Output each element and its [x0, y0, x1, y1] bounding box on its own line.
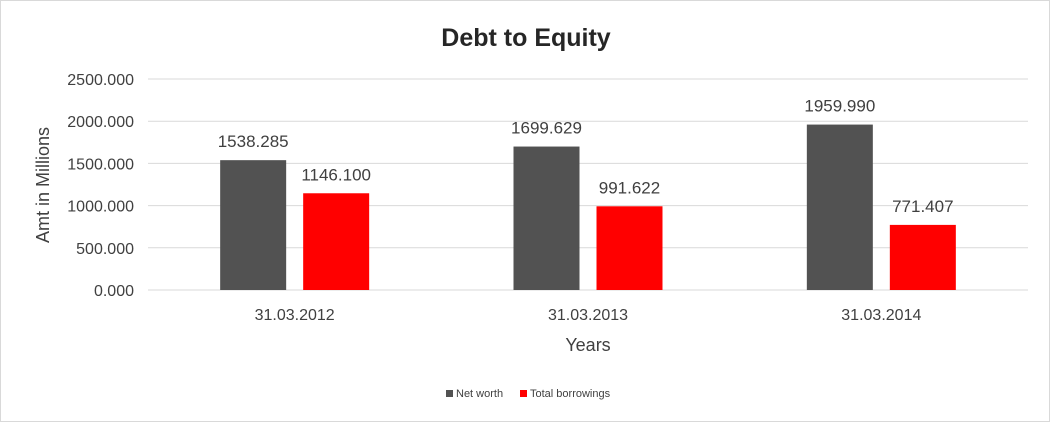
y-tick-label: 2000.000	[67, 114, 134, 131]
data-label: 991.622	[599, 178, 660, 197]
y-tick-label: 500.000	[76, 241, 134, 258]
gridlines	[148, 78, 1028, 291]
x-tick-label: 31.03.2013	[548, 307, 628, 324]
x-axis-label: Years	[565, 335, 610, 355]
legend-label: Net worth	[456, 388, 503, 400]
y-tick-label: 1500.000	[67, 156, 134, 173]
legend-label: Total borrowings	[530, 388, 611, 400]
bar-net-worth	[806, 124, 873, 290]
bar-total-borrowings	[596, 206, 663, 290]
bars	[220, 124, 956, 290]
data-label: 1959.990	[804, 97, 875, 116]
legend-swatch	[520, 390, 527, 397]
x-tick-label: 31.03.2014	[841, 307, 921, 324]
bar-total-borrowings	[889, 224, 956, 290]
y-tick-label: 2500.000	[67, 72, 134, 89]
chart-title: Debt to Equity	[441, 24, 611, 52]
bar-total-borrowings	[303, 193, 370, 290]
data-label: 1699.629	[511, 119, 582, 138]
y-axis-label: Amt in Millions	[33, 127, 53, 243]
y-axis-ticks: 0.000 500.000 1000.000 1500.000 2000.000 2500…	[67, 72, 134, 300]
data-label: 1538.285	[218, 132, 289, 151]
data-label: 771.407	[892, 197, 953, 216]
bar-net-worth	[513, 146, 580, 290]
bar-net-worth	[220, 160, 287, 290]
y-tick-label: 0.000	[94, 283, 134, 300]
legend-swatch	[446, 390, 453, 397]
legend: Net worth Total borrowings	[446, 388, 611, 400]
y-tick-label: 1000.000	[67, 199, 134, 216]
data-labels: 1538.285 1146.100 1699.629 991.622 1959.990 7…	[218, 97, 954, 216]
x-tick-label: 31.03.2012	[255, 307, 335, 324]
data-label: 1146.100	[301, 165, 371, 184]
x-axis-ticks: 31.03.2012 31.03.2013 31.03.2014	[255, 307, 922, 324]
